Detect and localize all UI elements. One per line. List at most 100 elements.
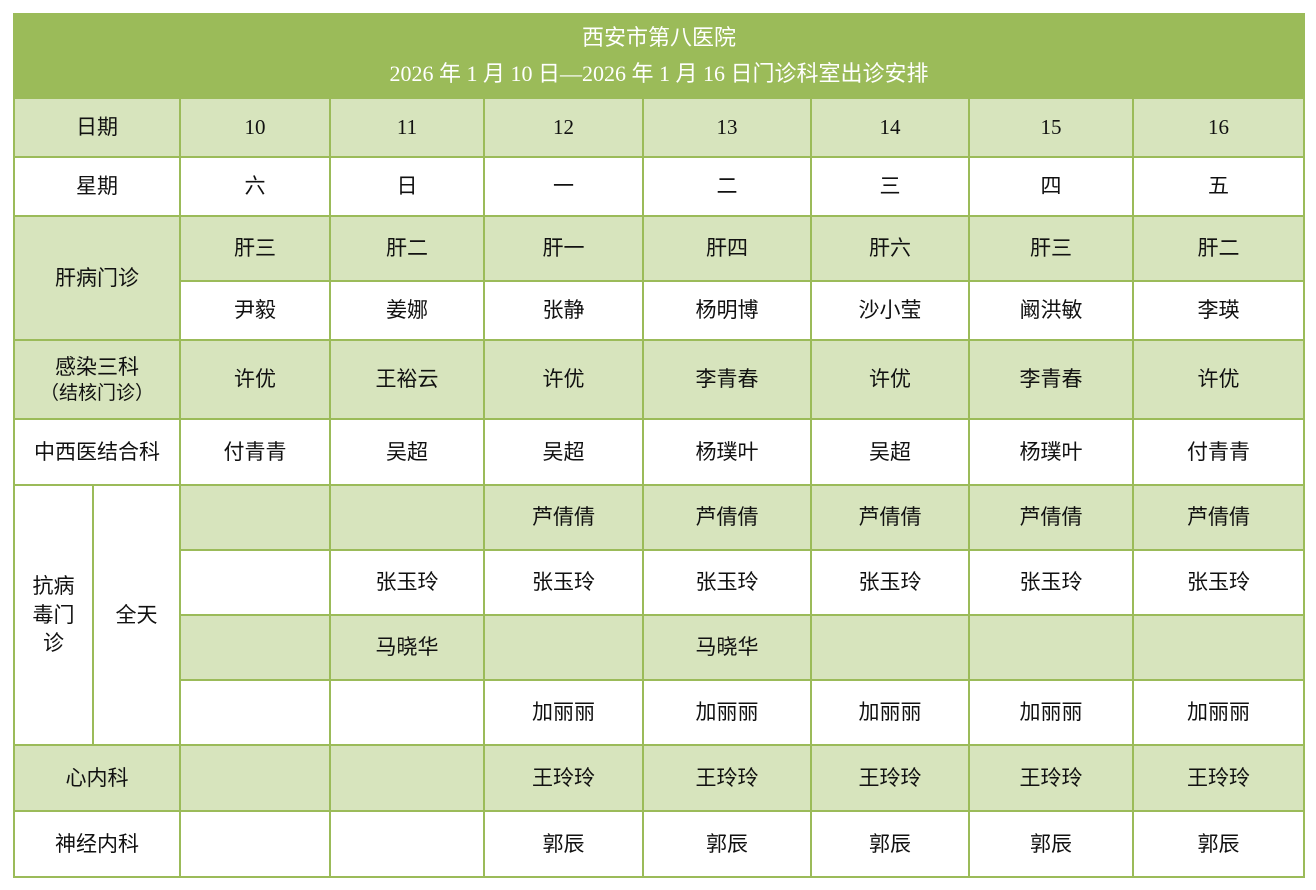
weekday-cell: 日	[329, 156, 485, 217]
doctor-cell: 郭辰	[642, 810, 812, 878]
doctor-cell: 马晓华	[642, 614, 812, 681]
doctor-cell: 吴超	[329, 418, 485, 486]
table-row: 肝病门诊 肝三 肝二 肝一 肝四 肝六 肝三 肝二	[13, 215, 1306, 341]
table-row: 马晓华 马晓华	[14, 614, 1306, 681]
room-cell: 肝二	[1131, 215, 1306, 282]
room-cell: 肝一	[483, 215, 644, 282]
doctor-cell: 张玉玲	[329, 549, 485, 616]
doctor-cell: 张玉玲	[642, 549, 812, 616]
table-row: 星期六日一二三四五	[13, 156, 1306, 217]
row-label-liver: 肝病门诊	[13, 215, 181, 341]
doctor-cell: 张玉玲	[483, 549, 644, 616]
doctor-cell: 郭辰	[810, 810, 970, 878]
weekday-cell: 三	[810, 156, 970, 217]
doctor-cell: 郭辰	[968, 810, 1134, 878]
doctor-cell: 芦倩倩	[1131, 484, 1306, 551]
doctor-cell: 王玲玲	[483, 744, 644, 812]
doctor-cell: 张静	[483, 280, 644, 341]
doctor-cell: 阚洪敏	[968, 280, 1134, 341]
doctor-cell	[179, 744, 331, 812]
doctor-cell	[329, 744, 485, 812]
room-cell: 肝六	[810, 215, 970, 282]
doctor-cell: 郭辰	[483, 810, 644, 878]
doctor-cell	[483, 614, 644, 681]
antiviral-label-line: 抗病	[32, 574, 75, 599]
table-row: 日期 10 11 12 13 14 15 16	[13, 97, 1306, 158]
doctor-cell: 芦倩倩	[642, 484, 812, 551]
doctor-cell: 加丽丽	[1131, 679, 1306, 746]
doctor-cell	[179, 549, 331, 616]
doctor-cell: 姜娜	[329, 280, 485, 341]
date-cell: 13	[642, 97, 812, 158]
table-row: 心内科 王玲玲 王玲玲 王玲玲 王玲玲 王玲玲	[13, 744, 1306, 812]
date-range: 2026 年 1 月 10 日—2026 年 1 月 16 日门诊科室出诊安排	[389, 61, 929, 86]
weekday-cell: 五	[1131, 156, 1306, 217]
date-cell: 11	[329, 97, 485, 158]
doctor-cell: 许优	[810, 339, 970, 420]
infection-sublabel: （结核门诊）	[39, 382, 154, 404]
doctor-cell: 王裕云	[329, 339, 485, 420]
doctor-cell: 许优	[179, 339, 331, 420]
schedule-table: 西安市第八医院 2026 年 1 月 10 日—2026 年 1 月 16 日门…	[12, 13, 1306, 878]
session-label: 全天	[92, 484, 181, 746]
doctor-cell	[179, 810, 331, 878]
doctor-cell: 加丽丽	[642, 679, 812, 746]
doctor-cell: 张玉玲	[1131, 549, 1306, 616]
antiviral-label-line: 毒门	[32, 602, 75, 627]
table-row: 神经内科 郭辰 郭辰 郭辰 郭辰 郭辰	[13, 810, 1306, 878]
table-title: 西安市第八医院 2026 年 1 月 10 日—2026 年 1 月 16 日门…	[12, 13, 1306, 99]
doctor-cell: 张玉玲	[810, 549, 970, 616]
doctor-cell: 尹毅	[179, 280, 331, 341]
table-row: 张玉玲 张玉玲 张玉玲 张玉玲 张玉玲 张玉玲	[14, 549, 1306, 616]
date-cell: 14	[810, 97, 970, 158]
doctor-cell	[1131, 614, 1306, 681]
row-label-antiviral: 抗病 毒门诊	[13, 484, 94, 746]
room-cell: 肝四	[642, 215, 812, 282]
date-cell: 15	[968, 97, 1134, 158]
doctor-cell: 杨璞叶	[968, 418, 1134, 486]
doctor-cell: 付青青	[179, 418, 331, 486]
table-row: 抗病 毒门诊全天 芦倩倩 芦倩倩 芦倩倩 芦倩倩 芦倩倩	[13, 484, 1306, 746]
date-cell: 10	[179, 97, 331, 158]
row-label-cardiology: 心内科	[13, 744, 181, 812]
doctor-cell: 马晓华	[329, 614, 485, 681]
doctor-cell: 许优	[483, 339, 644, 420]
table-row: 中西医结合科 付青青 吴超 吴超 杨璞叶 吴超 杨璞叶 付青青	[13, 418, 1306, 486]
doctor-cell: 杨璞叶	[642, 418, 812, 486]
doctor-cell: 李瑛	[1131, 280, 1306, 341]
doctor-cell	[810, 614, 970, 681]
table-row: 加丽丽 加丽丽 加丽丽 加丽丽 加丽丽	[14, 679, 1306, 746]
row-label-neurology: 神经内科	[13, 810, 181, 878]
table-row: 感染三科 （结核门诊） 许优 王裕云 许优 李青春 许优 李青春 许优	[13, 339, 1306, 420]
table-row: 尹毅 姜娜 张静 杨明博 沙小莹 阚洪敏 李瑛	[14, 280, 1306, 341]
doctor-cell: 芦倩倩	[483, 484, 644, 551]
doctor-cell: 加丽丽	[810, 679, 970, 746]
doctor-cell: 吴超	[810, 418, 970, 486]
date-cell: 12	[483, 97, 644, 158]
room-cell: 肝二	[329, 215, 485, 282]
room-cell: 肝三	[968, 215, 1134, 282]
weekday-cell: 一	[483, 156, 644, 217]
doctor-cell	[329, 679, 485, 746]
weekday-cell: 六	[179, 156, 331, 217]
weekday-cell: 二	[642, 156, 812, 217]
row-label-weekday: 星期	[13, 156, 181, 217]
doctor-cell: 芦倩倩	[810, 484, 970, 551]
weekday-cell: 四	[968, 156, 1134, 217]
antiviral-label-line: 诊	[43, 631, 64, 656]
row-label-tcm: 中西医结合科	[13, 418, 181, 486]
doctor-cell: 张玉玲	[968, 549, 1134, 616]
doctor-cell: 沙小莹	[810, 280, 970, 341]
doctor-cell	[329, 484, 485, 551]
doctor-cell: 王玲玲	[968, 744, 1134, 812]
doctor-cell	[179, 484, 331, 551]
doctor-cell	[968, 614, 1134, 681]
room-cell: 肝三	[179, 215, 331, 282]
doctor-cell: 芦倩倩	[968, 484, 1134, 551]
doctor-cell: 王玲玲	[642, 744, 812, 812]
doctor-cell: 杨明博	[642, 280, 812, 341]
doctor-cell: 郭辰	[1131, 810, 1306, 878]
doctor-cell: 付青青	[1131, 418, 1306, 486]
hospital-name: 西安市第八医院	[582, 25, 737, 50]
doctor-cell: 王玲玲	[1131, 744, 1306, 812]
